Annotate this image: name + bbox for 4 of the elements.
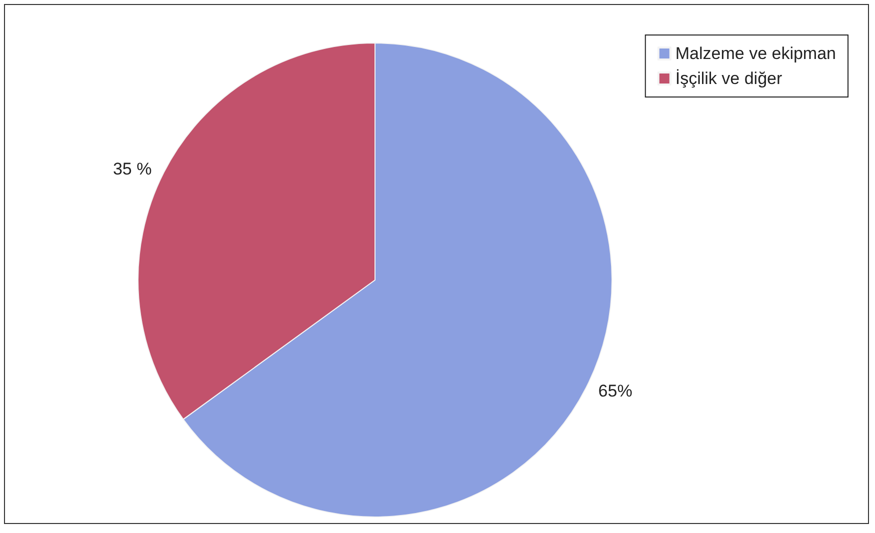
legend-label: Malzeme ve ekipman (675, 44, 836, 63)
data-label: 65% (598, 382, 632, 401)
legend-label: İşçilik ve diğer (675, 69, 782, 88)
data-label: 35 % (112, 159, 152, 178)
